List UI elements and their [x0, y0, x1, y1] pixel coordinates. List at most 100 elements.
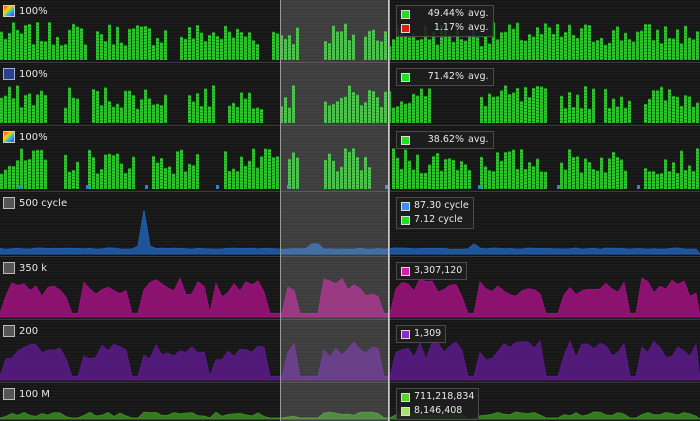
usage-bar: [664, 26, 667, 61]
usage-bar: [692, 106, 695, 123]
usage-bar: [60, 45, 63, 60]
lane-3[interactable]: 100% 38.62% avg.: [0, 126, 700, 191]
usage-bar: [568, 149, 571, 189]
usage-bar: [280, 106, 283, 123]
usage-bar: [160, 105, 163, 123]
lane-6[interactable]: 200 1,309: [0, 320, 700, 382]
usage-bar: [400, 168, 403, 189]
usage-bar: [152, 104, 155, 123]
usage-bar: [504, 152, 507, 189]
usage-bar: [420, 172, 423, 189]
blue-square-icon[interactable]: [3, 68, 15, 80]
usage-bar: [292, 85, 295, 123]
usage-bar: [148, 28, 151, 60]
usage-bar: [572, 107, 575, 123]
usage-bar: [540, 171, 543, 189]
usage-bar: [208, 106, 211, 123]
usage-bar: [676, 96, 679, 123]
metric-area: [0, 411, 700, 420]
usage-bar: [108, 24, 111, 61]
usage-bar: [188, 95, 191, 123]
usage-bar: [652, 171, 655, 189]
lane-4[interactable]: 500 cycle 87.30 cycle 7.12 cycle: [0, 192, 700, 256]
lane-2[interactable]: 100% 71.42% avg.: [0, 63, 700, 125]
series-swatch-icon: [401, 392, 410, 402]
usage-bar: [576, 37, 579, 60]
rainbow-icon[interactable]: [3, 131, 15, 143]
usage-bar: [648, 98, 651, 123]
value-readout: 49.44% avg. 1.17% avg.: [396, 5, 494, 37]
usage-bar: [100, 105, 103, 123]
usage-bar: [28, 24, 31, 60]
usage-bar: [24, 94, 27, 123]
series-swatch-icon: [401, 135, 410, 145]
usage-bar: [428, 164, 431, 189]
usage-bar: [480, 96, 483, 123]
usage-bar: [164, 94, 167, 123]
usage-bar: [136, 108, 139, 123]
usage-bar: [528, 97, 531, 123]
gray-square-icon[interactable]: [3, 197, 15, 209]
usage-bar: [580, 172, 583, 189]
usage-bar: [256, 43, 259, 60]
lane-1[interactable]: 100% 49.44% avg. 1.17% avg.: [0, 0, 700, 62]
usage-bar: [692, 171, 695, 189]
marker-tick: [637, 185, 640, 189]
usage-bar: [612, 30, 615, 60]
usage-bar: [652, 90, 655, 123]
usage-bar: [284, 97, 287, 123]
readout-value: 71.42%: [427, 71, 464, 82]
usage-bar: [172, 173, 175, 189]
usage-bar: [508, 94, 511, 123]
usage-bar: [520, 149, 523, 189]
usage-bar: [144, 89, 147, 123]
usage-bar: [408, 37, 411, 60]
lane-7[interactable]: 100 M 711,218,834 8,146,408: [0, 383, 700, 421]
usage-bar: [156, 162, 159, 189]
usage-bar: [396, 106, 399, 123]
usage-bar: [252, 148, 255, 189]
usage-bar: [424, 96, 427, 123]
usage-bar: [272, 31, 275, 60]
usage-bar: [536, 85, 539, 123]
usage-bar: [32, 150, 35, 189]
lane-graph: [0, 277, 700, 318]
usage-bar: [604, 44, 607, 60]
usage-bar: [536, 27, 539, 61]
usage-bar: [472, 27, 475, 60]
usage-bar: [500, 32, 503, 60]
usage-bar: [492, 22, 495, 60]
lane-divider: [0, 191, 700, 192]
readout-value: 3,307,120: [414, 265, 463, 276]
usage-bar: [372, 90, 375, 123]
usage-bar: [688, 37, 691, 60]
rainbow-icon[interactable]: [3, 5, 15, 17]
usage-bar: [168, 166, 171, 189]
usage-bar: [76, 98, 79, 123]
usage-bar: [296, 27, 299, 60]
usage-bar: [32, 105, 35, 123]
lane-5[interactable]: 350 k 3,307,120: [0, 257, 700, 319]
usage-bar: [608, 42, 611, 60]
usage-bar: [496, 152, 499, 189]
usage-bar: [140, 99, 143, 123]
usage-bar: [200, 106, 203, 123]
readout-value: 711,218,834: [414, 391, 475, 402]
usage-bar: [240, 92, 243, 123]
usage-bar: [200, 32, 203, 60]
usage-bar: [240, 31, 243, 60]
usage-bar: [252, 108, 255, 123]
usage-bar: [596, 40, 599, 60]
usage-bar: [644, 168, 647, 189]
gray-square-icon[interactable]: [3, 325, 15, 337]
usage-bar: [596, 170, 599, 189]
usage-bar: [672, 38, 675, 60]
usage-bar: [408, 160, 411, 189]
usage-bar: [288, 107, 291, 123]
readout-value: 49.44%: [427, 8, 464, 19]
usage-bar: [396, 157, 399, 189]
gray-square-icon[interactable]: [3, 388, 15, 400]
gray-square-icon[interactable]: [3, 262, 15, 274]
usage-bar: [112, 44, 115, 60]
